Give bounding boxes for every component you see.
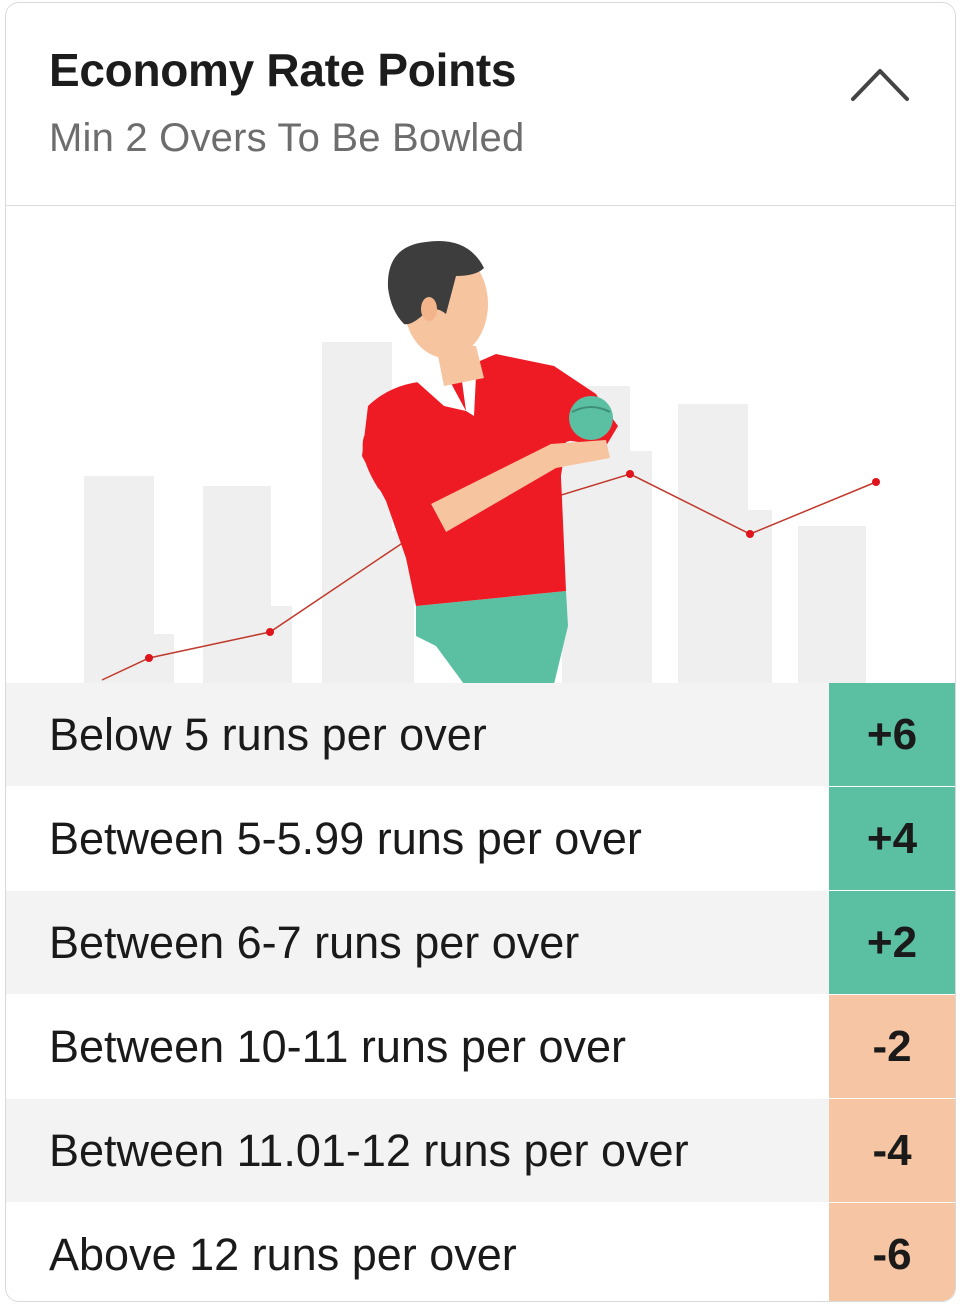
economy-rate-card: Economy Rate Points Min 2 Overs To Be Bo… (5, 2, 956, 1302)
rule-label: Between 11.01-12 runs per over (49, 1124, 689, 1176)
card-title: Economy Rate Points (49, 44, 517, 96)
rule-label: Between 10-11 runs per over (49, 1020, 627, 1072)
points-badge: -6 (829, 1203, 955, 1301)
rule-label: Below 5 runs per over (49, 708, 487, 760)
table-row: Between 6-7 runs per over +2 (6, 891, 955, 995)
card-header[interactable]: Economy Rate Points Min 2 Overs To Be Bo… (6, 3, 955, 206)
table-row: Between 5-5.99 runs per over +4 (6, 787, 955, 891)
points-badge: -4 (829, 1099, 955, 1202)
card-subtitle: Min 2 Overs To Be Bowled (49, 116, 525, 160)
rule-label: Between 6-7 runs per over (49, 916, 580, 968)
points-badge: -2 (829, 995, 955, 1098)
rule-label: Above 12 runs per over (49, 1228, 517, 1280)
table-row: Above 12 runs per over -6 (6, 1203, 955, 1301)
table-row: Between 10-11 runs per over -2 (6, 995, 955, 1099)
points-table: Below 5 runs per over +6 Between 5-5.99 ru… (6, 683, 955, 1301)
table-row: Below 5 runs per over +6 (6, 683, 955, 787)
points-badge: +2 (829, 891, 955, 994)
collapse-button[interactable] (845, 59, 915, 109)
bowler-illustration (6, 206, 955, 684)
rule-label: Between 5-5.99 runs per over (49, 812, 642, 864)
table-row: Between 11.01-12 runs per over -4 (6, 1099, 955, 1203)
chevron-up-icon (851, 69, 909, 101)
points-badge: +6 (829, 683, 955, 786)
illustration-graphic (84, 241, 880, 684)
points-badge: +4 (829, 787, 955, 890)
background-bars (84, 342, 866, 684)
